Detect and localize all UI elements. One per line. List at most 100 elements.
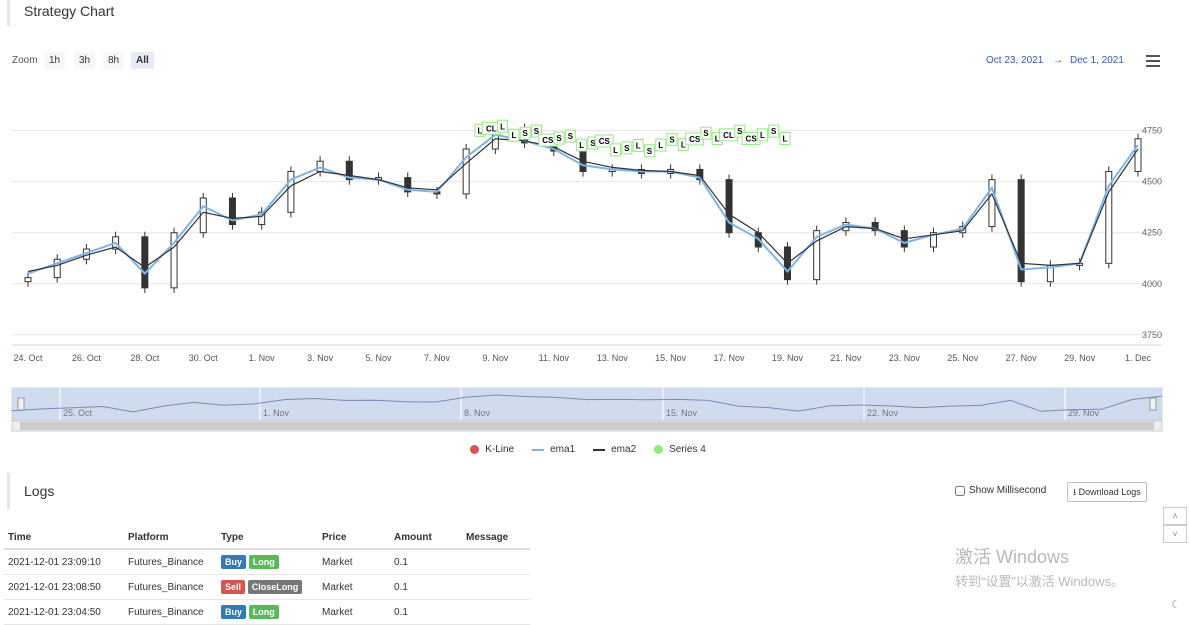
legend-line-icon (593, 448, 606, 451)
y-tick-label: 4000 (1142, 279, 1162, 289)
strategy-chart[interactable]: 3750 4000 4250 4500 4750 24. Oct 26. Oct 28. Oc… (0, 0, 1176, 440)
range-to-input[interactable]: Dec 1, 2021 (1070, 55, 1124, 66)
x-tick-label: 25. Nov (947, 353, 979, 363)
col-header-message[interactable]: Message (462, 526, 530, 550)
show-millisecond-checkbox[interactable]: Show Millisecond (955, 485, 1046, 496)
hamburger-menu-icon[interactable] (1146, 55, 1160, 67)
cell-price: Market (318, 574, 390, 600)
y-tick-label: 4250 (1142, 228, 1162, 238)
type-badge: Buy (221, 555, 247, 569)
signal-label: L (478, 126, 483, 135)
y-tick-label: 3750 (1142, 330, 1162, 340)
cell-platform: Futures_Binance (124, 574, 217, 600)
candle-body (930, 232, 938, 248)
signal-flag (643, 144, 655, 158)
logs-title: Logs (24, 483, 55, 499)
signal-label: S (647, 147, 653, 156)
col-header-platform[interactable]: Platform (124, 526, 217, 550)
signal-flag (594, 134, 614, 148)
direction-badge: CloseLong (247, 580, 303, 594)
table-row: 2021-12-01 23:04:50 Futures_Binance Buy … (4, 599, 530, 625)
zoom-3h-button[interactable]: 3h (74, 52, 96, 69)
signal-label: CS (542, 136, 554, 145)
legend-item-kline[interactable]: K-Line (470, 444, 514, 455)
moon-icon[interactable]: ☾ (1171, 599, 1181, 611)
show-millisecond-label: Show Millisecond (969, 485, 1047, 496)
windows-activation-watermark: 激活 Windows (955, 547, 1070, 567)
navigator-label: 25. Oct (63, 408, 93, 418)
legend-item-series4[interactable]: Series 4 (654, 444, 706, 455)
download-logs-button[interactable]: ⭳ Download Logs (1067, 482, 1147, 502)
navigator-selection (11, 387, 1163, 421)
candle-body (170, 232, 178, 289)
col-header-amount[interactable]: Amount (390, 526, 462, 550)
col-header-price[interactable]: Price (318, 526, 390, 550)
signal-label: L (681, 141, 686, 150)
zoom-8h-button[interactable]: 8h (103, 52, 125, 69)
signal-label: S (556, 134, 562, 143)
logs-header-row: Time Platform Type Price Amount Message (4, 526, 530, 550)
range-from-input[interactable]: Oct 23, 2021 (986, 55, 1044, 66)
candle-body (287, 170, 295, 213)
legend-item-ema1[interactable]: ema1 (532, 444, 575, 455)
cell-amount: 0.1 (390, 599, 462, 625)
navigator-label: 29. Nov (1068, 408, 1100, 418)
x-tick-label: 11. Nov (539, 353, 570, 363)
signal-label: CS (599, 137, 611, 146)
navigator-label: 22. Nov (867, 408, 899, 418)
x-tick-label: 3. Nov (307, 353, 334, 363)
x-tick-label: 1. Nov (249, 353, 276, 363)
signal-label: L (715, 135, 720, 144)
navigator-label: 8. Nov (464, 408, 491, 418)
signal-flag (519, 126, 531, 140)
scroll-up-icon[interactable]: ˄ (1163, 507, 1187, 525)
signal-flag (632, 138, 644, 152)
col-header-time[interactable]: Time (4, 526, 124, 550)
windows-activation-hint: 转到“设置”以激活 Windows。 (955, 574, 1125, 589)
legend-dot-icon (470, 445, 480, 454)
signal-flag (576, 138, 588, 152)
legend-item-ema2[interactable]: ema2 (593, 444, 636, 455)
signal-label: S (771, 127, 777, 136)
signal-label: L (613, 146, 618, 155)
signal-label: CS (746, 135, 758, 144)
x-tick-label: 23. Nov (889, 353, 921, 363)
signal-label: L (783, 135, 788, 144)
candle-body (1017, 179, 1025, 283)
signal-label: S (523, 129, 529, 138)
x-tick-label: 9. Nov (482, 353, 509, 363)
signal-label: CS (689, 135, 701, 144)
signal-label: S (737, 127, 743, 136)
x-tick-label: 15. Nov (655, 353, 687, 363)
y-tick-label: 4750 (1142, 126, 1162, 136)
legend-label: K-Line (485, 444, 515, 455)
cell-type: Sell CloseLong (217, 574, 318, 600)
legend-label: ema2 (611, 444, 637, 455)
zoom-label: Zoom (12, 55, 38, 66)
x-tick-label: 13. Nov (597, 353, 629, 363)
candle-body (1105, 170, 1113, 264)
type-badge: Sell (221, 580, 246, 594)
legend-label: ema1 (550, 444, 576, 455)
logs-panel-header (7, 473, 1186, 509)
show-millisecond-input[interactable] (955, 485, 965, 496)
col-header-type[interactable]: Type (217, 526, 318, 550)
signal-label: L (760, 131, 765, 140)
scroll-down-icon[interactable]: ˅ (1163, 525, 1187, 543)
x-tick-label: 27. Nov (1006, 353, 1038, 363)
download-logs-label: Download Logs (1078, 487, 1141, 497)
signal-flag (530, 124, 542, 138)
signal-label: S (568, 132, 574, 141)
cell-message (462, 549, 530, 575)
download-icon: ⭳ (1073, 487, 1077, 497)
zoom-1h-button[interactable]: 1h (44, 52, 66, 69)
y-tick-label: 4500 (1142, 177, 1162, 187)
cell-price: Market (318, 549, 390, 575)
x-tick-label: 5. Nov (366, 353, 393, 363)
x-tick-label: 26. Oct (72, 353, 102, 363)
signal-label: S (590, 139, 596, 148)
legend-line-icon (532, 448, 545, 451)
zoom-all-button[interactable]: All (131, 52, 154, 69)
signal-label: CL (486, 124, 497, 133)
signal-label: L (500, 122, 505, 131)
